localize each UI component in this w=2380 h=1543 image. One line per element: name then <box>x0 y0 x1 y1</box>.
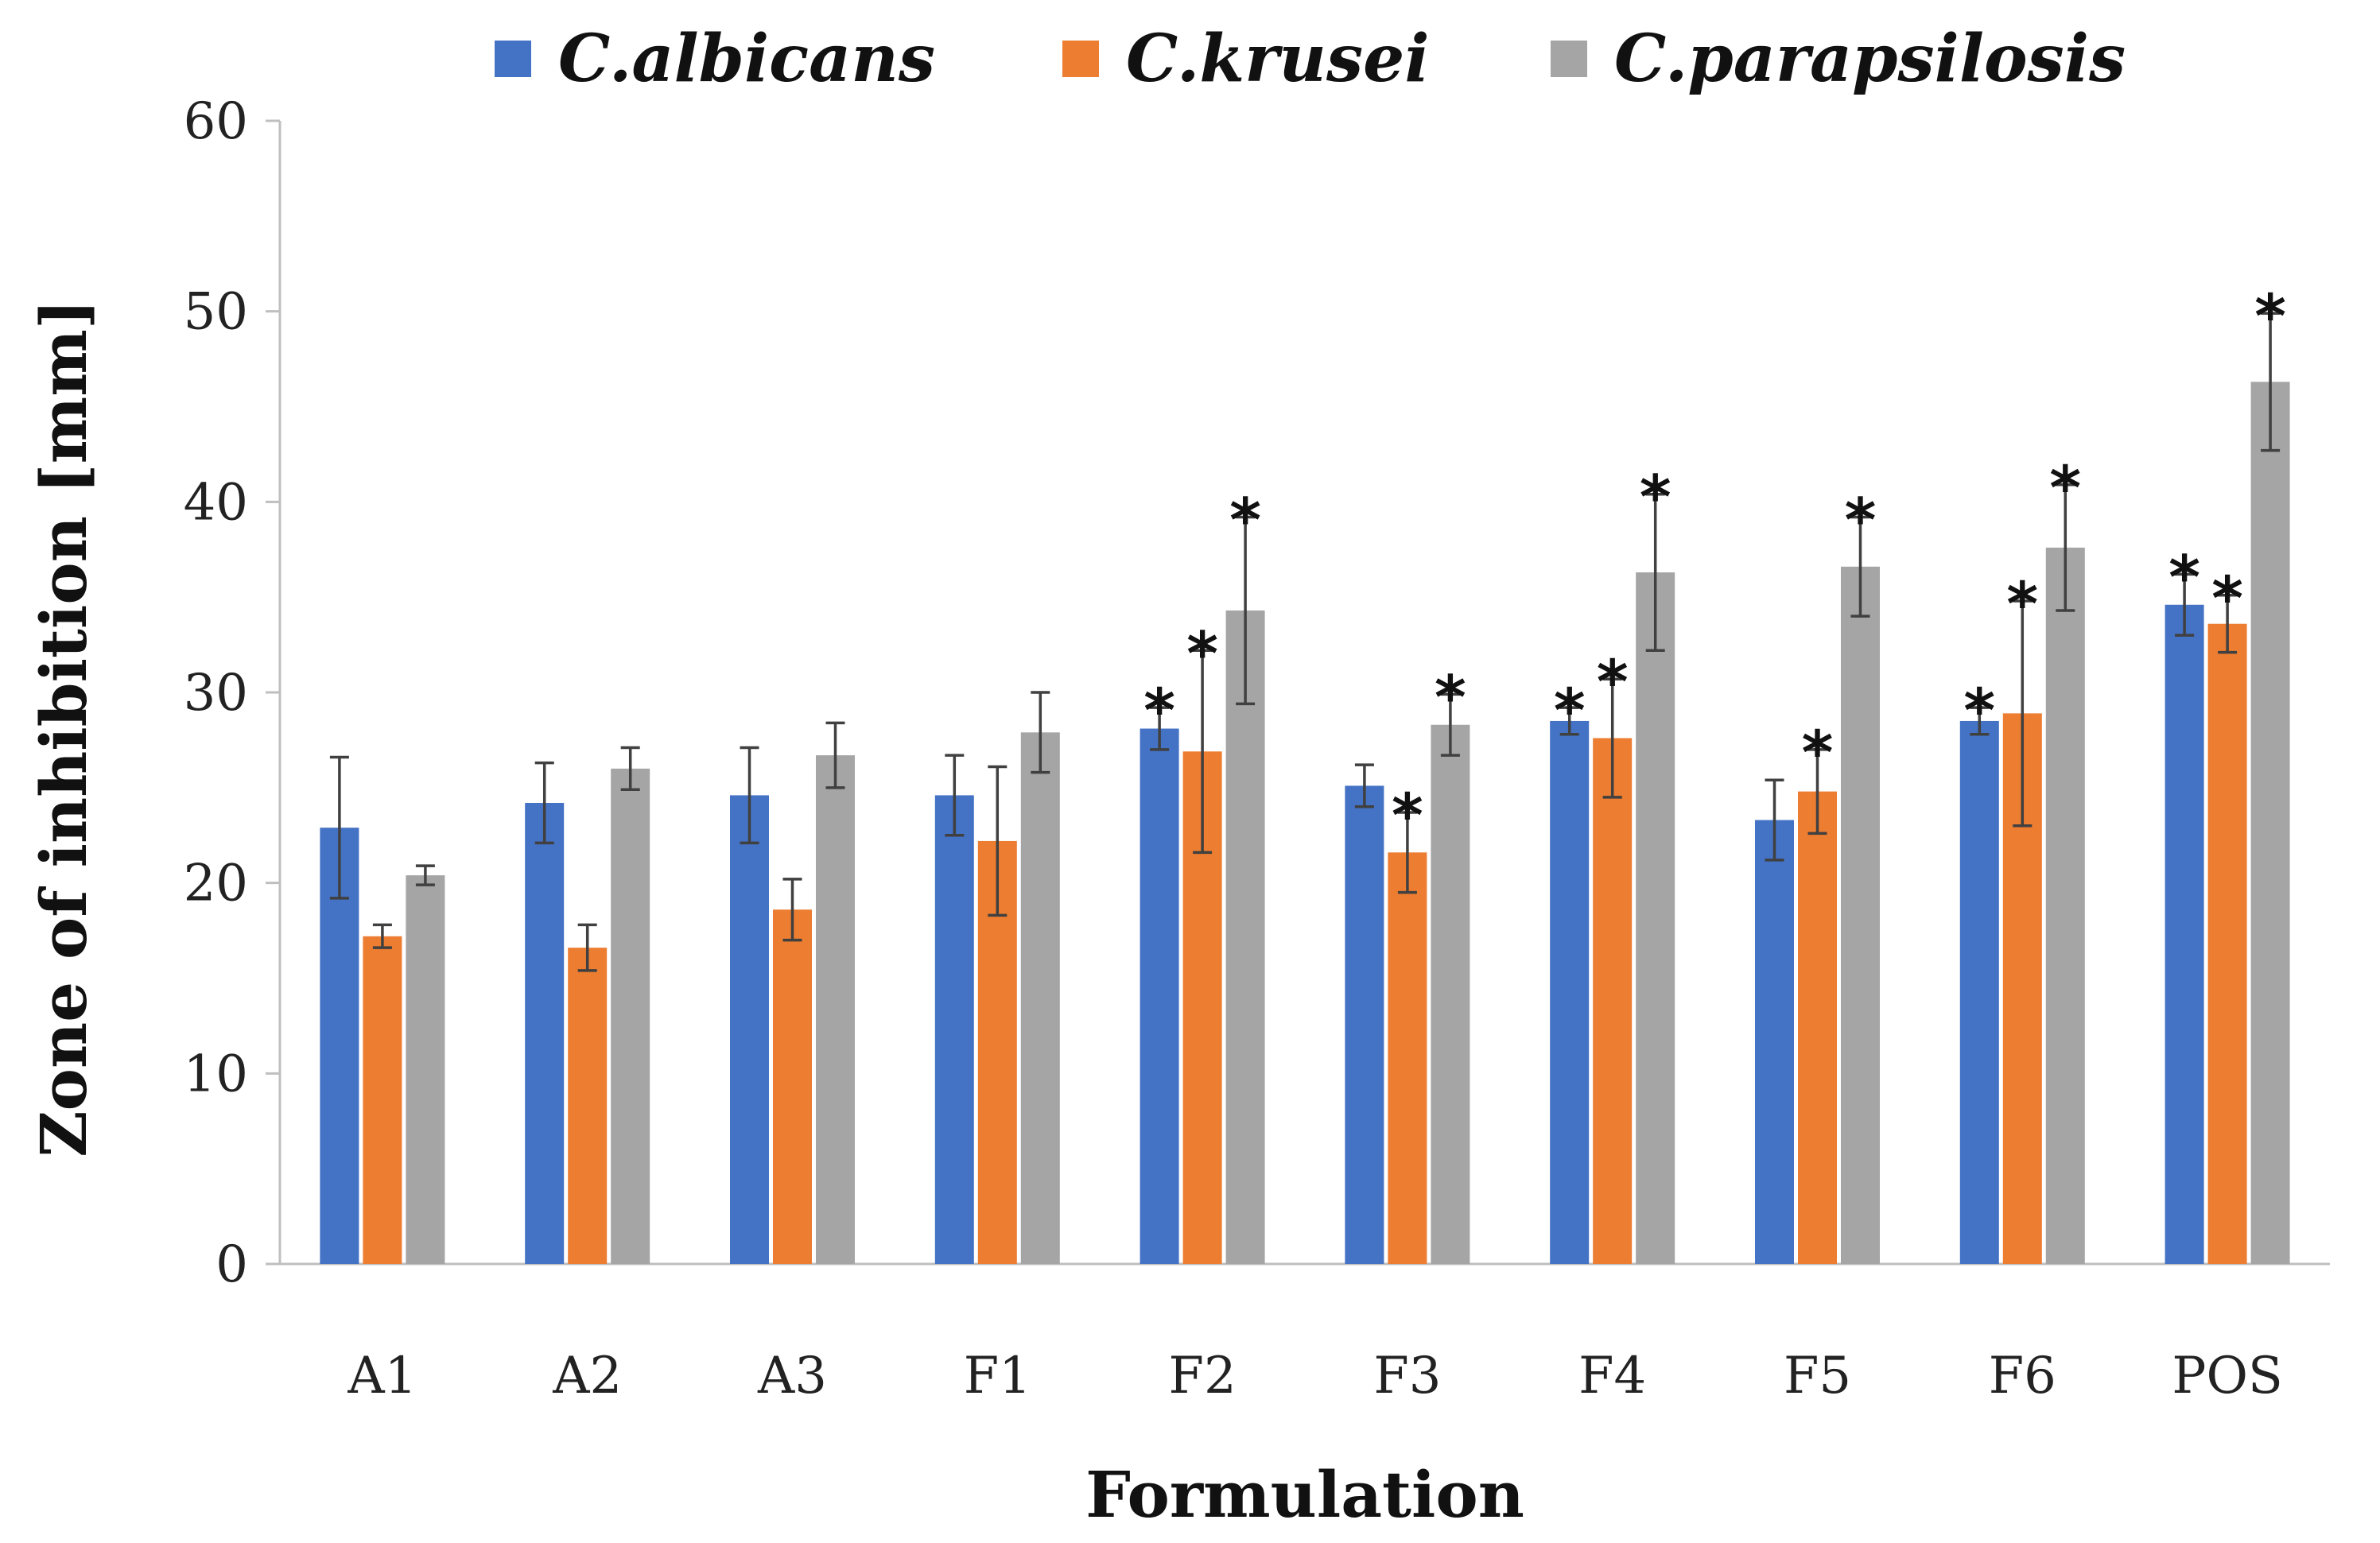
bar <box>730 795 769 1264</box>
x-tick-label: A3 <box>757 1347 827 1405</box>
x-tick-label: F3 <box>1373 1347 1441 1405</box>
x-tick-label: POS <box>2172 1347 2282 1405</box>
legend-swatch <box>1062 41 1099 77</box>
bar <box>320 828 359 1264</box>
x-tick-label: F1 <box>964 1347 1031 1405</box>
bar <box>2207 623 2247 1264</box>
significance-star: * <box>2211 563 2243 634</box>
y-tick-label: 40 <box>184 473 248 532</box>
bar <box>1550 720 1590 1264</box>
bar <box>1225 610 1265 1264</box>
bar <box>2250 382 2290 1265</box>
bar <box>1345 785 1384 1264</box>
bar <box>1388 852 1427 1264</box>
bar <box>568 948 608 1264</box>
y-tick-label: 50 <box>184 283 248 342</box>
legend-label: C.krusei <box>1126 21 1430 97</box>
significance-star: * <box>1597 646 1629 717</box>
bar <box>1431 724 1470 1264</box>
significance-star: * <box>2006 568 2038 639</box>
bar <box>2165 604 2204 1264</box>
x-axis: A1 A2 A3 F1 F2 F3 F4 F5 F6 POS <box>280 1262 2330 1405</box>
y-axis: 0 10 20 30 40 50 60 <box>184 92 281 1294</box>
y-tick-label: 60 <box>184 92 248 151</box>
bar <box>1798 791 1837 1264</box>
bar <box>1020 732 1060 1264</box>
error-bars-group <box>329 312 2281 972</box>
x-tick-label: F2 <box>1169 1347 1237 1405</box>
y-axis-title: Zone of inhibition [mm] <box>26 299 101 1157</box>
significance-star: * <box>1392 780 1423 851</box>
significance-star: * <box>1143 675 1175 746</box>
significance-star: * <box>1963 675 1995 746</box>
bar <box>525 803 565 1264</box>
bars-group <box>320 382 2290 1265</box>
bar <box>773 909 812 1264</box>
significance-star: * <box>1554 675 1586 746</box>
significance-star: * <box>1640 462 1671 533</box>
x-tick-label: F5 <box>1784 1347 1851 1405</box>
legend: C.albicans C.krusei C.parapsilosis <box>495 21 2126 97</box>
significance-star: * <box>1186 618 1218 688</box>
significance-star: * <box>2049 452 2081 523</box>
bar <box>406 875 445 1264</box>
y-tick-label: 0 <box>215 1235 248 1294</box>
x-tick-label: F4 <box>1578 1347 1646 1405</box>
significance-star: * <box>1229 485 1261 556</box>
significance-star: * <box>1802 717 1834 788</box>
bar <box>1636 572 1675 1264</box>
y-tick-label: 30 <box>184 664 248 723</box>
x-tick-label: A1 <box>347 1347 417 1405</box>
significance-star: * <box>1845 485 1877 556</box>
legend-label: C.albicans <box>558 21 935 97</box>
y-tick-label: 10 <box>184 1045 248 1103</box>
x-axis-title: Formulation <box>1085 1457 1524 1532</box>
bar <box>1959 720 1999 1264</box>
legend-label: C.parapsilosis <box>1614 21 2126 97</box>
x-tick-label: F6 <box>1989 1347 2056 1405</box>
bar <box>934 795 974 1264</box>
significance-markers-group: * * ******* **** * ** <box>1143 281 2286 851</box>
bar <box>2045 547 2085 1264</box>
significance-star: * <box>2254 281 2286 351</box>
bar <box>611 768 650 1264</box>
bar <box>1755 820 1794 1264</box>
significance-star: * <box>2168 541 2200 612</box>
y-tick-label: 20 <box>184 855 248 913</box>
legend-swatch <box>1551 41 1587 77</box>
bar <box>816 755 855 1264</box>
bar <box>363 936 402 1264</box>
significance-star: * <box>1435 661 1466 732</box>
x-tick-label: A2 <box>552 1347 622 1405</box>
legend-swatch <box>495 41 531 77</box>
bar <box>1841 566 1880 1264</box>
bar <box>1593 738 1633 1264</box>
bar <box>1140 728 1179 1264</box>
